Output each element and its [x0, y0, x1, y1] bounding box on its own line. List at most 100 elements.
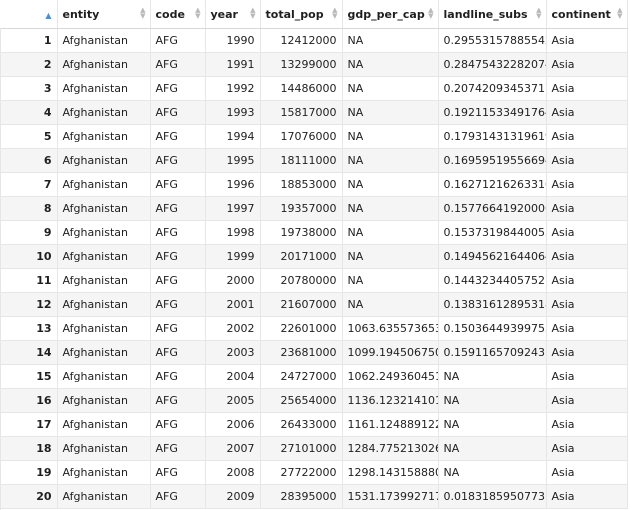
cell-year: 2003 [205, 340, 261, 365]
table-row[interactable]: 4 Afghanistan AFG 1993 15817000 NA 0.192115334… [0, 100, 628, 125]
cell-year: 2000 [205, 268, 261, 293]
row-number: 11 [0, 268, 58, 293]
sort-arrows-icon: ▲ ▼ [617, 6, 623, 20]
row-number: 17 [0, 412, 58, 437]
cell-total-pop: 12412000 [260, 28, 343, 53]
column-header-code[interactable]: code ▲ ▼ [150, 0, 206, 29]
table-row[interactable]: 8 Afghanistan AFG 1997 19357000 NA 0.157766419… [0, 196, 628, 221]
table-row[interactable]: 2 Afghanistan AFG 1991 13299000 NA 0.284754322… [0, 52, 628, 77]
cell-gdp-per-cap: NA [342, 220, 439, 245]
cell-continent: Asia [546, 316, 628, 341]
cell-gdp-per-cap: 1063.6355736531 [342, 316, 439, 341]
table-row[interactable]: 17 Afghanistan AFG 2006 26433000 1161.1248891… [0, 412, 628, 437]
cell-year: 1994 [205, 124, 261, 149]
column-header-year[interactable]: year ▲ ▼ [205, 0, 261, 29]
cell-landline-subs: 0.16271216263316 [438, 172, 547, 197]
cell-entity: Afghanistan [57, 172, 151, 197]
cell-landline-subs: NA [438, 388, 547, 413]
table-row[interactable]: 9 Afghanistan AFG 1998 19738000 NA 0.153731984… [0, 220, 628, 245]
column-header-label: code [155, 7, 185, 21]
cell-gdp-per-cap: 1099.1945067504 [342, 340, 439, 365]
rowid-header[interactable]: ▲ [0, 0, 58, 29]
column-header-label: year [210, 7, 238, 21]
cell-total-pop: 21607000 [260, 292, 343, 317]
cell-year: 1999 [205, 244, 261, 269]
table-row[interactable]: 13 Afghanistan AFG 2002 22601000 1063.6355736… [0, 316, 628, 341]
table-header: ▲ entity ▲ ▼ code ▲ ▼ year ▲ ▼ total_pop ▲ ▼ gdp_per… [0, 0, 628, 29]
cell-total-pop: 19738000 [260, 220, 343, 245]
cell-continent: Asia [546, 28, 628, 53]
cell-gdp-per-cap: NA [342, 244, 439, 269]
column-header-landline-subs[interactable]: landline_subs ▲ ▼ [438, 0, 547, 29]
cell-year: 1997 [205, 196, 261, 221]
cell-code: AFG [150, 412, 206, 437]
table-row[interactable]: 10 Afghanistan AFG 1999 20171000 NA 0.14945621… [0, 244, 628, 269]
table-row[interactable]: 11 Afghanistan AFG 2000 20780000 NA 0.14432344… [0, 268, 628, 293]
table-row[interactable]: 16 Afghanistan AFG 2005 25654000 1136.1232141… [0, 388, 628, 413]
cell-continent: Asia [546, 148, 628, 173]
cell-gdp-per-cap: NA [342, 124, 439, 149]
table-row[interactable]: 3 Afghanistan AFG 1992 14486000 NA 0.207420934… [0, 76, 628, 101]
cell-code: AFG [150, 316, 206, 341]
column-header-total-pop[interactable]: total_pop ▲ ▼ [260, 0, 343, 29]
cell-year: 2001 [205, 292, 261, 317]
cell-continent: Asia [546, 52, 628, 77]
cell-total-pop: 22601000 [260, 316, 343, 341]
sort-arrows-icon: ▲ ▼ [428, 6, 434, 20]
column-header-gdp-per-cap[interactable]: gdp_per_cap ▲ ▼ [342, 0, 439, 29]
row-number: 4 [0, 100, 58, 125]
cell-entity: Afghanistan [57, 220, 151, 245]
table-row[interactable]: 1 Afghanistan AFG 1990 12412000 NA 0.295531578… [0, 28, 628, 53]
cell-code: AFG [150, 220, 206, 245]
row-number: 20 [0, 484, 58, 509]
row-number: 15 [0, 364, 58, 389]
cell-entity: Afghanistan [57, 76, 151, 101]
table-row[interactable]: 15 Afghanistan AFG 2004 24727000 1062.2493604… [0, 364, 628, 389]
cell-landline-subs: NA [438, 436, 547, 461]
cell-landline-subs: 0.16959519556694 [438, 148, 547, 173]
column-header-continent[interactable]: continent ▲ ▼ [546, 0, 628, 29]
table-row[interactable]: 12 Afghanistan AFG 2001 21607000 NA 0.13831612… [0, 292, 628, 317]
cell-total-pop: 24727000 [260, 364, 343, 389]
table-row[interactable]: 18 Afghanistan AFG 2007 27101000 1284.7752130… [0, 436, 628, 461]
cell-code: AFG [150, 484, 206, 509]
cell-gdp-per-cap: NA [342, 292, 439, 317]
row-number: 1 [0, 28, 58, 53]
cell-entity: Afghanistan [57, 148, 151, 173]
cell-gdp-per-cap: 1298.1431588804 [342, 460, 439, 485]
table-row[interactable]: 19 Afghanistan AFG 2008 27722000 1298.1431588… [0, 460, 628, 485]
cell-continent: Asia [546, 220, 628, 245]
cell-gdp-per-cap: NA [342, 196, 439, 221]
row-number: 2 [0, 52, 58, 77]
cell-entity: Afghanistan [57, 292, 151, 317]
table-row[interactable]: 6 Afghanistan AFG 1995 18111000 NA 0.169595195… [0, 148, 628, 173]
cell-continent: Asia [546, 100, 628, 125]
cell-year: 1992 [205, 76, 261, 101]
table-row[interactable]: 20 Afghanistan AFG 2009 28395000 1531.1739927… [0, 484, 628, 509]
table-row[interactable]: 7 Afghanistan AFG 1996 18853000 NA 0.162712162… [0, 172, 628, 197]
table-body: 1 Afghanistan AFG 1990 12412000 NA 0.295531578… [0, 28, 628, 509]
cell-landline-subs: 0.15776641920006 [438, 196, 547, 221]
cell-entity: Afghanistan [57, 460, 151, 485]
cell-gdp-per-cap: 1136.1232141015 [342, 388, 439, 413]
cell-code: AFG [150, 460, 206, 485]
cell-gdp-per-cap: 1161.124889122 [342, 412, 439, 437]
column-header-entity[interactable]: entity ▲ ▼ [57, 0, 151, 29]
sort-arrows-icon: ▲ ▼ [195, 6, 201, 20]
cell-total-pop: 14486000 [260, 76, 343, 101]
header-row: ▲ entity ▲ ▼ code ▲ ▼ year ▲ ▼ total_pop ▲ ▼ gdp_per… [0, 0, 628, 29]
column-header-label: landline_subs [443, 7, 528, 21]
table-row[interactable]: 5 Afghanistan AFG 1994 17076000 NA 0.179314313… [0, 124, 628, 149]
cell-landline-subs: 0.14432344057527 [438, 268, 547, 293]
cell-entity: Afghanistan [57, 196, 151, 221]
cell-total-pop: 20171000 [260, 244, 343, 269]
cell-code: AFG [150, 100, 206, 125]
cell-entity: Afghanistan [57, 340, 151, 365]
cell-total-pop: 19357000 [260, 196, 343, 221]
cell-code: AFG [150, 436, 206, 461]
table-row[interactable]: 14 Afghanistan AFG 2003 23681000 1099.1945067… [0, 340, 628, 365]
cell-entity: Afghanistan [57, 28, 151, 53]
cell-year: 2006 [205, 412, 261, 437]
cell-entity: Afghanistan [57, 412, 151, 437]
